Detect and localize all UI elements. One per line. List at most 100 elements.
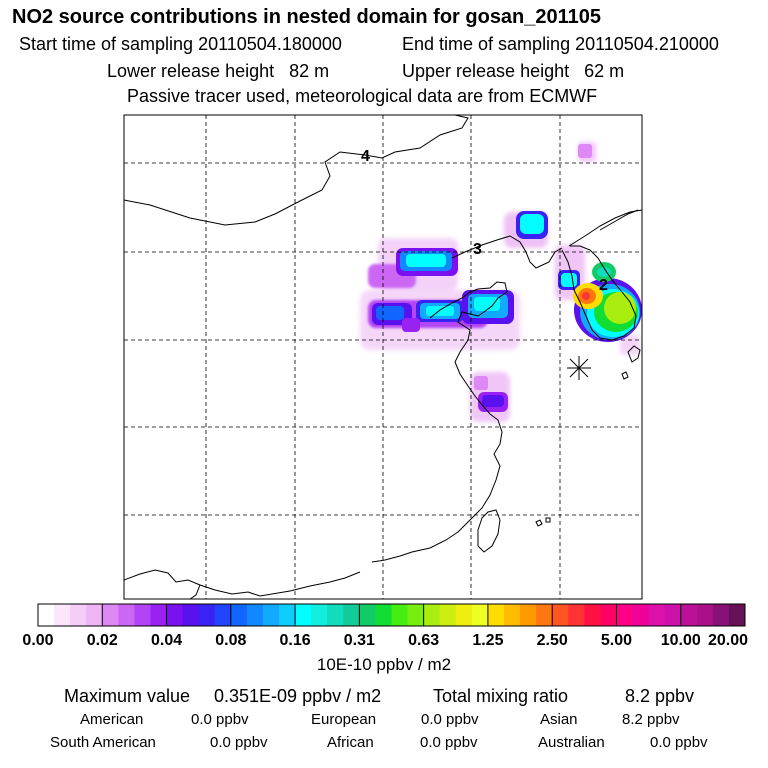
- colorbar-tick-label: 20.00: [708, 632, 748, 649]
- source-value-asian: 8.2 ppbv: [622, 711, 680, 728]
- japan-kyushu: [627, 345, 641, 363]
- colorbar-tick-label: 0.04: [151, 632, 182, 649]
- plume-north: [368, 248, 458, 288]
- colorbar-swatch: [584, 604, 601, 626]
- south-coast-island-2: [545, 517, 551, 523]
- colorbar-tick-label: 2.50: [537, 632, 568, 649]
- colorbar-swatch: [648, 604, 666, 626]
- colorbar-swatch: [520, 604, 537, 626]
- colorbar-swatch: [102, 604, 119, 626]
- colorbar-tick-label: 0.00: [22, 632, 53, 649]
- colorbar-swatch: [198, 604, 216, 626]
- island-small-1: [621, 371, 629, 380]
- colorbar-swatch: [680, 604, 698, 626]
- colorbar-swatch: [536, 604, 553, 626]
- colorbar-swatch: [54, 604, 71, 626]
- colorbar-swatch: [38, 604, 55, 626]
- concentration-field: [360, 142, 642, 422]
- colorbar-swatch: [616, 604, 634, 626]
- inland-border: [124, 569, 361, 597]
- colorbar-swatch: [262, 604, 280, 626]
- colorbar-swatch: [182, 604, 200, 626]
- source-name-african: African: [327, 734, 374, 751]
- upper-release-height-label: Upper release height 62 m: [402, 61, 625, 81]
- tracer-note: Passive tracer used, meteorological data…: [127, 86, 598, 106]
- colorbar-tick-label: 0.63: [408, 632, 439, 649]
- colorbar-swatch: [295, 604, 312, 626]
- colorbar-swatch: [375, 604, 392, 626]
- border-northeast: [568, 209, 642, 247]
- receptor-star-icon: [567, 356, 591, 380]
- colorbar-swatch: [246, 604, 264, 626]
- gridlines: [124, 115, 642, 599]
- south-coast-island: [535, 519, 543, 527]
- colorbar-tick-label: 0.31: [344, 632, 375, 649]
- colorbar-swatch: [70, 604, 87, 626]
- source-value-australian: 0.0 ppbv: [650, 734, 708, 751]
- source-name-australian: Australian: [538, 734, 605, 751]
- region-label-4: 4: [361, 148, 370, 165]
- colorbar-swatch: [327, 604, 344, 626]
- colorbar-swatch: [118, 604, 135, 626]
- colorbar-swatch: [150, 604, 168, 626]
- source-value-south-american: 0.0 ppbv: [210, 734, 268, 751]
- region-label-2: 2: [599, 277, 608, 294]
- plume-southern-coast: [474, 376, 508, 412]
- chart-title: NO2 source contributions in nested domai…: [12, 6, 602, 28]
- coastlines: [124, 115, 642, 599]
- colorbar-swatch: [487, 604, 505, 626]
- colorbar: [37, 603, 746, 627]
- colorbar-swatch: [471, 604, 489, 626]
- source-value-european: 0.0 ppbv: [421, 711, 479, 728]
- total-mixing-ratio-label: Total mixing ratio: [433, 686, 569, 706]
- colorbar-swatch: [696, 604, 714, 626]
- colorbar-swatch: [439, 604, 457, 626]
- colorbar-swatch: [600, 604, 617, 626]
- plume-northeast: [516, 144, 592, 239]
- colorbar-tick-label: 0.16: [280, 632, 311, 649]
- colorbar-swatch: [568, 604, 585, 626]
- colorbar-swatch: [359, 604, 376, 626]
- start-time-label: Start time of sampling 20110504.180000: [19, 34, 342, 54]
- colorbar-swatch: [503, 604, 521, 626]
- colorbar-swatch: [712, 604, 730, 626]
- source-name-american: American: [80, 711, 144, 728]
- colorbar-swatch: [166, 604, 184, 626]
- bohai-coast: [371, 281, 508, 563]
- colorbar-swatch: [214, 604, 232, 626]
- colorbar-tick-label: 1.25: [472, 632, 503, 649]
- total-mixing-ratio-value: 8.2 ppbv: [625, 686, 695, 706]
- border-north: [124, 115, 469, 226]
- colorbar-swatch: [407, 604, 425, 626]
- region-label-3: 3: [473, 241, 482, 258]
- lower-release-height-label: Lower release height 82 m: [107, 61, 330, 81]
- colorbar-tick-label: 0.02: [87, 632, 118, 649]
- source-value-african: 0.0 ppbv: [420, 734, 478, 751]
- colorbar-swatch: [391, 604, 409, 626]
- colorbar-swatch: [552, 604, 569, 626]
- max-value-label: Maximum value: [64, 686, 191, 706]
- colorbar-swatch: [423, 604, 441, 626]
- colorbar-swatch: [728, 604, 746, 626]
- source-name-european: European: [311, 711, 377, 728]
- korea-peninsula: [561, 245, 637, 341]
- taiwan: [477, 509, 501, 553]
- source-value-american: 0.0 ppbv: [191, 711, 249, 728]
- source-name-asian: Asian: [540, 711, 578, 728]
- colorbar-swatch: [664, 604, 682, 626]
- source-name-south-american: South American: [50, 734, 156, 751]
- colorbar-tick-label: 0.08: [215, 632, 246, 649]
- sakhalin-coast: [599, 209, 639, 231]
- map-frame: [123, 114, 643, 600]
- colorbar-unit: 10E-10 ppbv / m2: [316, 655, 452, 674]
- bohai-north-coast: [451, 235, 563, 269]
- end-time-label: End time of sampling 20110504.210000: [402, 34, 719, 54]
- max-value: 0.351E-09 ppbv / m2: [214, 686, 382, 706]
- colorbar-swatch: [279, 604, 296, 626]
- colorbar-swatch: [134, 604, 151, 626]
- colorbar-tick-label: 10.00: [661, 632, 701, 649]
- plume-korea: [558, 262, 642, 342]
- colorbar-swatch: [632, 604, 650, 626]
- southwest-border: [189, 584, 201, 599]
